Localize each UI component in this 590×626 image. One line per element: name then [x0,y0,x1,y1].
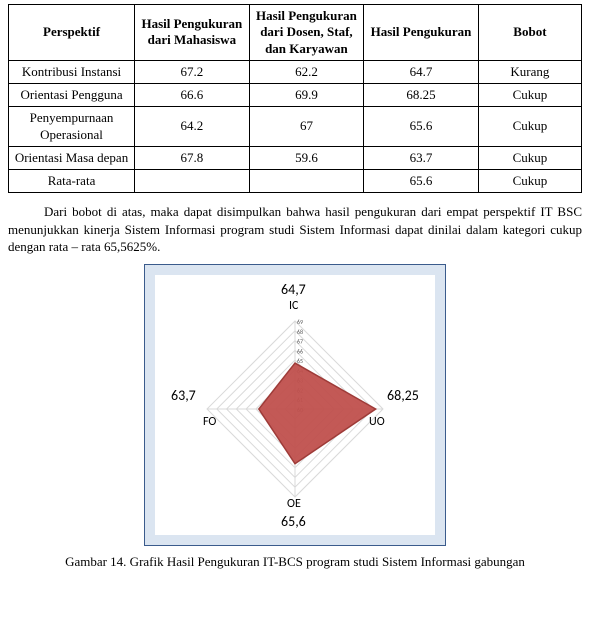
cell-perspektif: Kontribusi Instansi [9,60,135,83]
cell-peng: 64.7 [364,60,479,83]
radar-chart: 60616263646566676869 64,7 IC 68,25 UO OE… [155,275,435,535]
cell-bobot: Kurang [478,60,581,83]
table-row: Kontribusi Instansi 67.2 62.2 64.7 Kuran… [9,60,582,83]
measurement-table: Perspektif Hasil Pengukuran dari Mahasis… [8,4,582,193]
table-row: Rata-rata 65.6 Cukup [9,170,582,193]
axis-fo: FO [203,415,216,429]
cell-perspektif: Rata-rata [9,170,135,193]
cell-bobot: Cukup [478,146,581,169]
cell-dsk: 59.6 [249,146,364,169]
cell-perspektif: Orientasi Masa depan [9,146,135,169]
cell-mhs: 66.6 [135,84,250,107]
cell-mhs [135,170,250,193]
th-pengukuran: Hasil Pengukuran [364,5,479,61]
cell-bobot: Cukup [478,170,581,193]
th-bobot: Bobot [478,5,581,61]
table-row: Orientasi Masa depan 67.8 59.6 63.7 Cuku… [9,146,582,169]
cell-dsk: 67 [249,107,364,147]
axis-ic: IC [289,299,298,313]
summary-paragraph: Dari bobot di atas, maka dapat disimpulk… [8,203,582,256]
cell-peng: 65.6 [364,107,479,147]
cell-mhs: 67.8 [135,146,250,169]
cell-dsk: 62.2 [249,60,364,83]
axis-uo: UO [369,415,385,429]
table-row: Penyempurnaan Operasional 64.2 67 65.6 C… [9,107,582,147]
axis-oe: OE [287,497,301,511]
cell-dsk [249,170,364,193]
table-row: Orientasi Pengguna 66.6 69.9 68.25 Cukup [9,84,582,107]
value-uo: 68,25 [387,387,419,404]
svg-text:67: 67 [297,337,303,345]
cell-mhs: 67.2 [135,60,250,83]
cell-peng: 65.6 [364,170,479,193]
th-dsk: Hasil Pengukuran dari Dosen, Staf, dan K… [249,5,364,61]
th-mhs: Hasil Pengukuran dari Mahasiswa [135,5,250,61]
chart-frame: 60616263646566676869 64,7 IC 68,25 UO OE… [144,264,446,546]
cell-peng: 63.7 [364,146,479,169]
cell-bobot: Cukup [478,84,581,107]
th-perspektif: Perspektif [9,5,135,61]
value-fo: 63,7 [171,387,196,404]
figure-caption: Gambar 14. Grafik Hasil Pengukuran IT-BC… [8,554,582,570]
cell-mhs: 64.2 [135,107,250,147]
cell-perspektif: Orientasi Pengguna [9,84,135,107]
value-oe: 65,6 [281,513,306,530]
value-ic: 64,7 [281,281,306,298]
cell-bobot: Cukup [478,107,581,147]
cell-peng: 68.25 [364,84,479,107]
cell-perspektif: Penyempurnaan Operasional [9,107,135,147]
cell-dsk: 69.9 [249,84,364,107]
svg-text:69: 69 [297,318,303,326]
svg-text:66: 66 [297,347,303,355]
svg-text:68: 68 [297,328,303,336]
